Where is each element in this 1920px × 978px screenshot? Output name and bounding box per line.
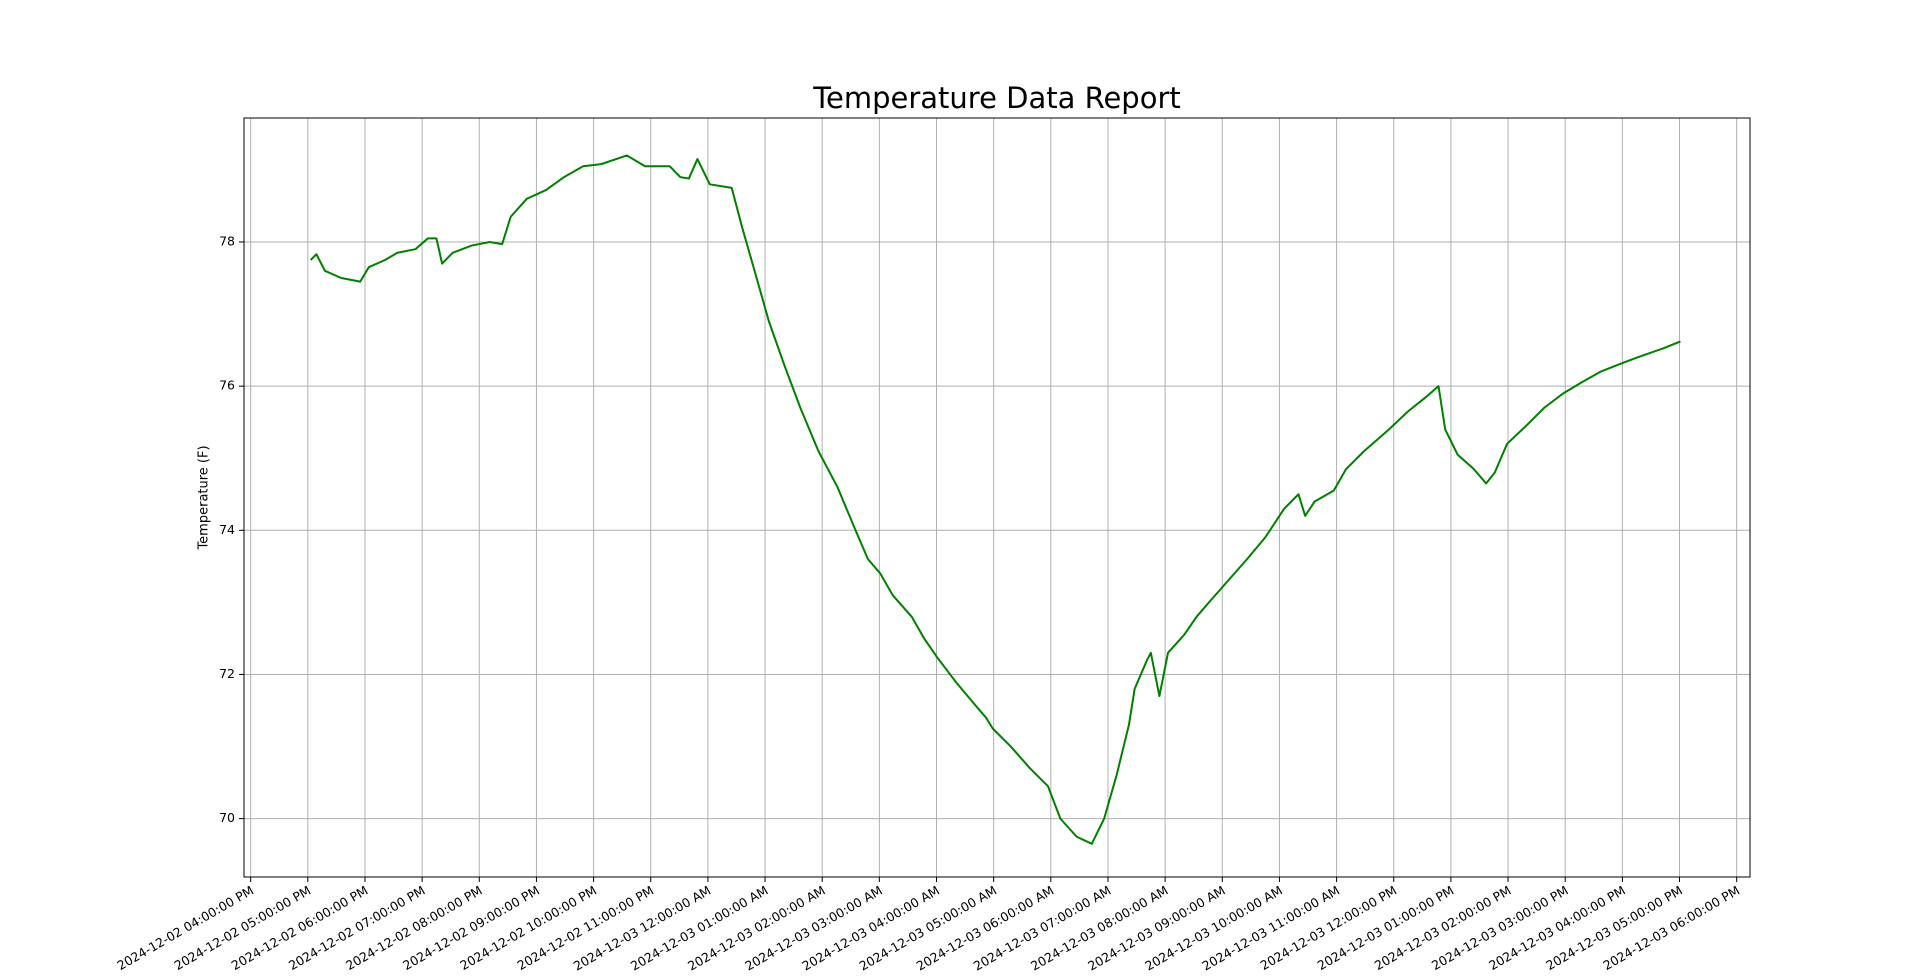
y-tick-label: 76 xyxy=(219,378,235,393)
y-tick-label: 74 xyxy=(219,522,235,537)
chart-title: Temperature Data Report xyxy=(812,81,1181,115)
data-line xyxy=(309,154,1681,845)
plot-frame xyxy=(243,117,1751,878)
y-tick-label: 78 xyxy=(219,233,235,248)
y-tick-label: 70 xyxy=(219,810,235,825)
y-tick-label: 72 xyxy=(219,666,235,681)
y-axis-label: Temperature (F) xyxy=(197,445,212,550)
